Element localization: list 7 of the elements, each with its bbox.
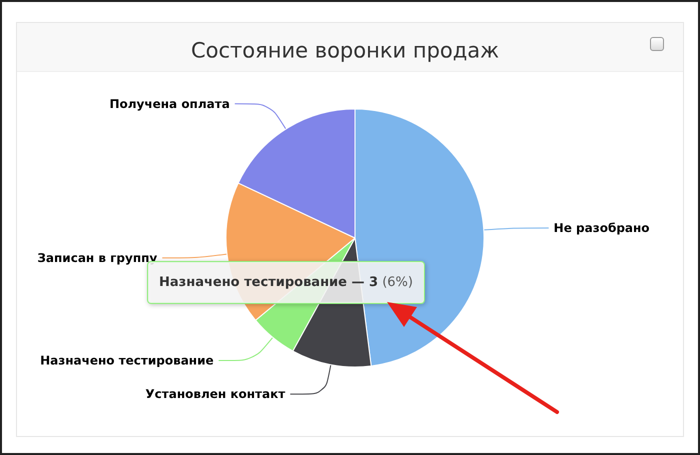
slice-label: Записан в группу — [37, 250, 158, 265]
slice-label: Получена оплата — [109, 96, 230, 111]
slice-label: Установлен контакт — [145, 387, 286, 402]
slice-label: Не разобрано — [554, 221, 650, 236]
text: Назначено тестирование — 3 (6%) — [159, 275, 413, 290]
chart-title: Состояние воронки продаж — [190, 38, 500, 62]
slice-label: Назначено тестирование — [40, 354, 214, 368]
